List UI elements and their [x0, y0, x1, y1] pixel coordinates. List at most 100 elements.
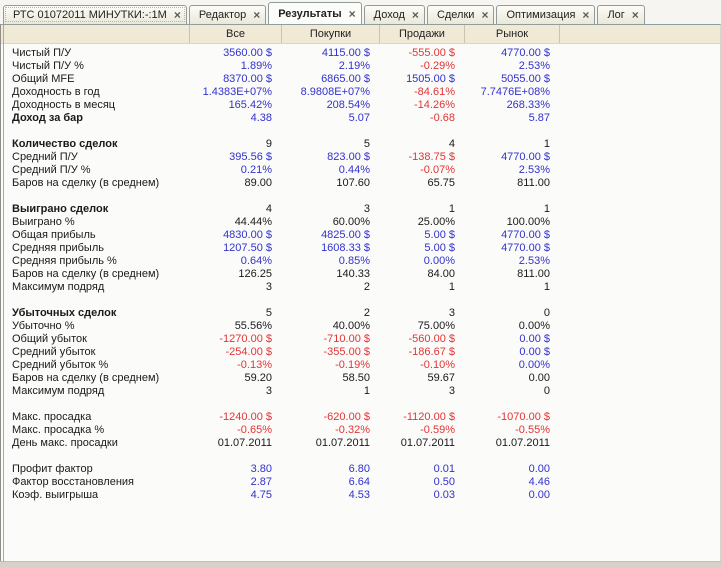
tab-close-icon[interactable]: ×: [411, 8, 419, 22]
row-label: Баров на сделку (в среднем): [12, 177, 160, 189]
column-header: Продажи: [380, 25, 465, 43]
tab-editor[interactable]: Редактор ×: [188, 5, 267, 24]
row-label: Выиграно %: [12, 216, 75, 228]
tab-close-icon[interactable]: ×: [631, 8, 639, 22]
cell-value: 811.00: [517, 177, 550, 189]
cell-value: 5.87: [528, 112, 550, 124]
row-label: Профит фактор: [12, 463, 93, 475]
cell-value: -14.26%: [414, 99, 455, 111]
column-header: Все: [190, 25, 282, 43]
cell-value: 0: [543, 385, 550, 397]
cell-value: 0.00%: [518, 359, 550, 371]
section-gap: [8, 294, 720, 307]
cell-value: 3560.00 $: [223, 47, 272, 59]
table-row: Баров на сделку (в среднем) 89.00 107.60 65…: [8, 177, 720, 190]
cell-value: 1.4383E+07%: [202, 86, 272, 98]
cell-value: -0.65%: [237, 424, 272, 436]
table-row: Общая прибыль 4830.00 $ 4825.00 $ 5.00 $ 477…: [8, 229, 720, 242]
cell-value: 0.64%: [240, 255, 272, 267]
cell-value: -1120.00 $: [403, 411, 455, 423]
table-row: Средний убыток % -0.13% -0.19% -0.10% 0.00%: [8, 359, 720, 372]
cell-value: 1.89%: [240, 60, 272, 72]
cell-value: 395.56 $: [229, 151, 272, 163]
cell-value: 811.00: [517, 268, 550, 280]
row-label: Фактор восстановления: [12, 476, 134, 488]
tab-trades[interactable]: Сделки ×: [426, 5, 495, 24]
cell-value: 4: [265, 203, 272, 215]
table-row: Убыточно % 55.56% 40.00% 75.00% 0.00%: [8, 320, 720, 333]
row-label: Доходность в месяц: [12, 99, 116, 111]
cell-value: 4.53: [348, 489, 370, 501]
tab-income[interactable]: Доход ×: [363, 5, 425, 24]
cell-value: 3: [448, 307, 455, 319]
cell-value: 4770.00 $: [501, 242, 550, 254]
table-row: Общий убыток -1270.00 $ -710.00 $ -560.00 $…: [8, 333, 720, 346]
tab-chart[interactable]: РТС 01072011 МИНУТКИ:-:1М ×: [3, 5, 187, 24]
cell-value: 01.07.2011: [495, 437, 550, 449]
tab-close-icon[interactable]: ×: [173, 8, 181, 22]
cell-value: 25.00%: [417, 216, 455, 228]
cell-value: 3.80: [250, 463, 272, 475]
cell-value: 2.87: [250, 476, 272, 488]
cell-value: 5: [265, 307, 272, 319]
cell-value: -0.13%: [237, 359, 272, 371]
cell-value: -0.29%: [420, 60, 455, 72]
cell-value: 0.00 $: [519, 346, 550, 358]
cell-value: 3: [265, 385, 272, 397]
cell-value: 0.00 $: [519, 333, 550, 345]
cell-value: -0.68: [429, 112, 455, 124]
cell-value: 4.46: [528, 476, 550, 488]
row-label: Чистый П/У %: [12, 60, 84, 72]
cell-value: 0.01: [433, 463, 455, 475]
cell-value: 0.03: [433, 489, 455, 501]
cell-value: -0.19%: [335, 359, 370, 371]
tab-results[interactable]: Результаты ×: [268, 2, 362, 24]
cell-value: 823.00 $: [327, 151, 370, 163]
tab-label: Оптимизация: [506, 9, 576, 21]
tab-bar: РТС 01072011 МИНУТКИ:-:1М × Редактор × Резул…: [0, 0, 721, 24]
cell-value: 8370.00 $: [223, 73, 272, 85]
cell-value: 4115.00 $: [321, 47, 370, 59]
tab-label: Доход: [373, 9, 405, 21]
cell-value: 0.21%: [240, 164, 272, 176]
cell-value: -0.07%: [420, 164, 455, 176]
table-row: Чистый П/У 3560.00 $ 4115.00 $ -555.00 $ 477…: [8, 47, 720, 60]
tab-log[interactable]: Лог ×: [597, 5, 645, 24]
tab-close-icon[interactable]: ×: [253, 8, 261, 22]
tab-optimization[interactable]: Оптимизация ×: [496, 5, 596, 24]
cell-value: -84.61%: [414, 86, 455, 98]
cell-value: 5.00 $: [424, 242, 455, 254]
cell-value: 01.07.2011: [217, 437, 272, 449]
cell-value: -1070.00 $: [497, 411, 550, 423]
cell-value: 60.00%: [332, 216, 370, 228]
tab-close-icon[interactable]: ×: [582, 8, 590, 22]
cell-value: 1: [543, 203, 550, 215]
row-label: Доход за бар: [12, 112, 84, 124]
row-label: Чистый П/У: [12, 47, 72, 59]
cell-value: 165.42%: [228, 99, 272, 111]
section-gap: [8, 125, 720, 138]
cell-value: 268.33%: [506, 99, 550, 111]
tab-close-icon[interactable]: ×: [348, 6, 356, 21]
cell-value: 65.75: [427, 177, 455, 189]
row-label: Общий убыток: [12, 333, 87, 345]
tab-close-icon[interactable]: ×: [481, 8, 489, 22]
cell-value: 107.60: [336, 177, 370, 189]
cell-value: -1240.00 $: [219, 411, 272, 423]
row-label: Макс. просадка: [12, 411, 92, 423]
cell-value: 58.50: [342, 372, 370, 384]
tab-label: Результаты: [278, 7, 342, 20]
cell-value: 6.80: [348, 463, 370, 475]
header-filler: [560, 25, 720, 43]
table-row: Средний П/У % 0.21% 0.44% -0.07% 2.53%: [8, 164, 720, 177]
table-row: Макс. просадка % -0.65% -0.32% -0.59% -0.55%: [8, 424, 720, 437]
row-label: Выиграно сделок: [12, 203, 109, 215]
cell-value: 6865.00 $: [321, 73, 370, 85]
cell-value: 59.67: [427, 372, 455, 384]
row-label: Баров на сделку (в среднем): [12, 372, 160, 384]
cell-value: 1608.33 $: [321, 242, 370, 254]
cell-value: 8.9808E+07%: [300, 86, 370, 98]
window-bottom-edge: [0, 561, 721, 568]
cell-value: 5.00 $: [424, 229, 455, 241]
